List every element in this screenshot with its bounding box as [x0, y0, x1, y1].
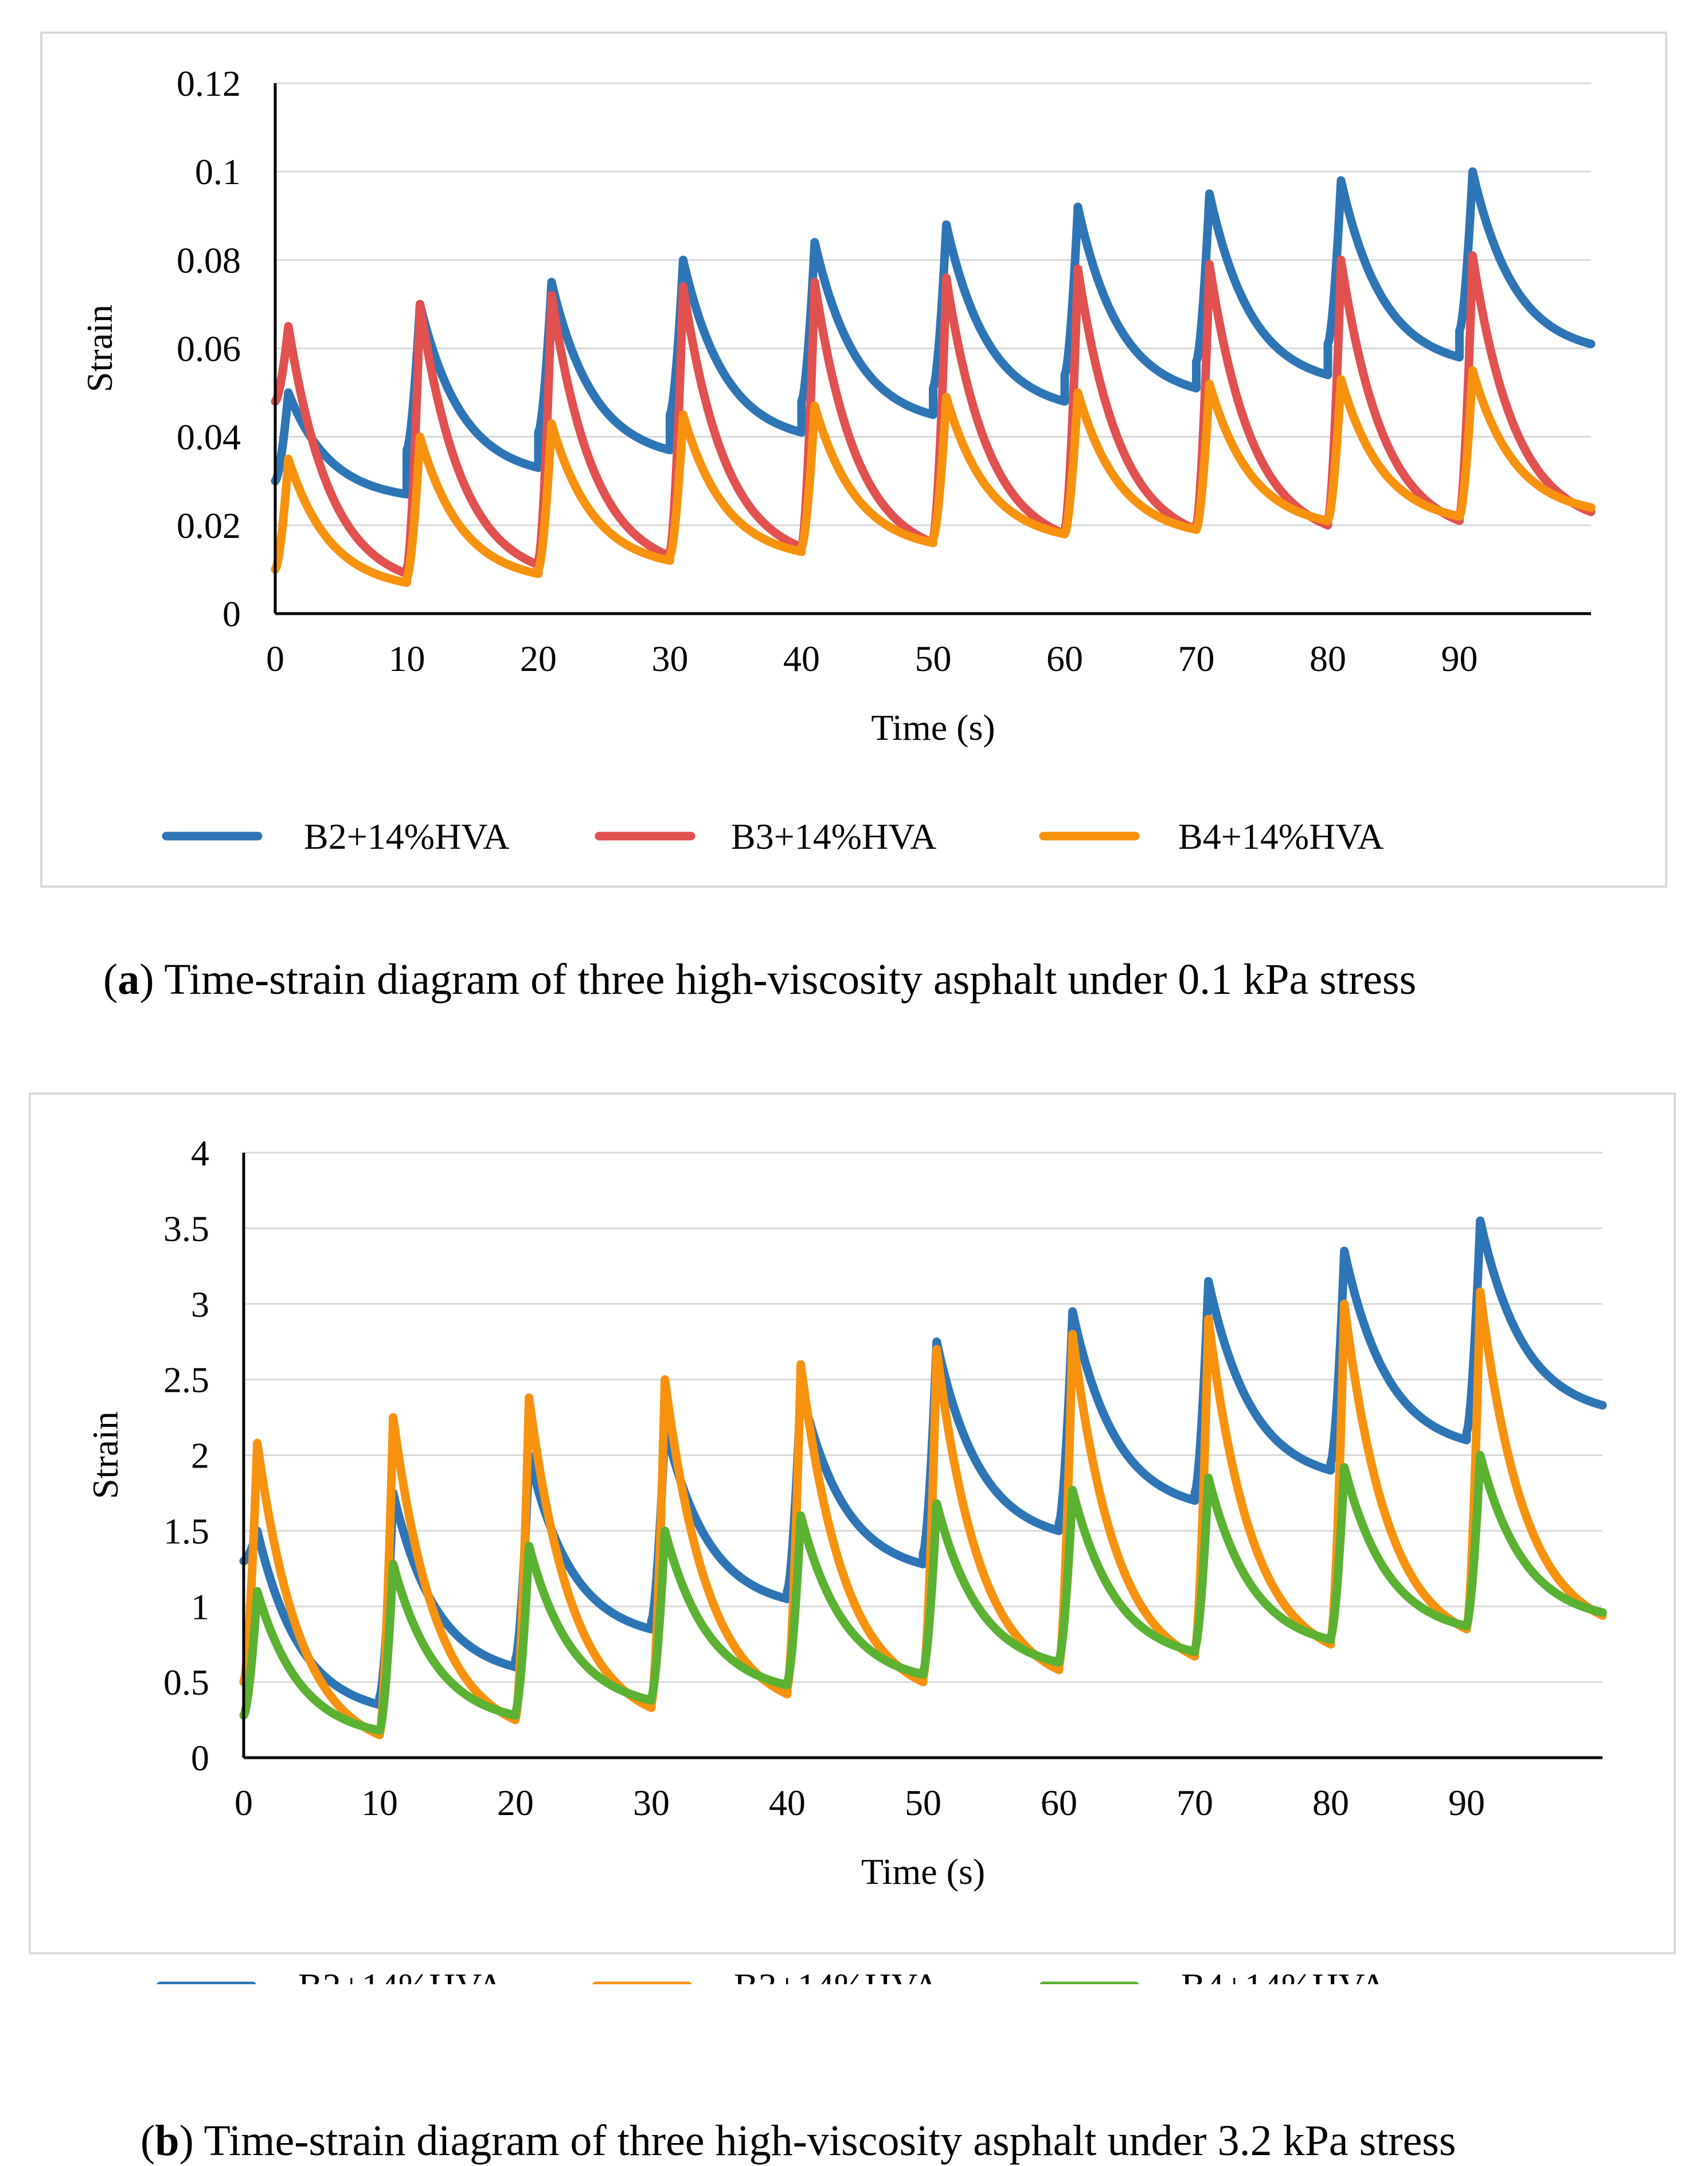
- chart-a-y-tick-label: 0: [222, 594, 241, 634]
- chart-b-y-tick-label: 3: [191, 1284, 209, 1325]
- chart-b-y-axis-title: Strain: [85, 1411, 126, 1499]
- chart-b-legend-label-3: B4+14%HVA: [1181, 1966, 1387, 1984]
- chart-a-x-tick-label: 70: [1178, 638, 1215, 679]
- chart-a-x-tick-label: 30: [652, 638, 689, 679]
- chart-b-x-tick-label: 30: [633, 1782, 670, 1823]
- chart-b-x-tick-label: 10: [361, 1782, 398, 1823]
- chart-a-x-tick-label: 10: [389, 638, 425, 679]
- chart-a-y-tick-label: 0.06: [177, 329, 241, 369]
- chart-b-x-tick-label: 60: [1041, 1782, 1077, 1823]
- chart-a-x-tick-label: 90: [1441, 638, 1478, 679]
- chart-a-y-axis-title: Strain: [79, 305, 120, 392]
- chart-b-x-tick-label: 40: [769, 1782, 806, 1823]
- chart-b-x-tick-label: 50: [905, 1782, 941, 1823]
- chart-a-x-tick-label: 0: [266, 638, 284, 679]
- chart-b-y-tick-label: 2.5: [163, 1360, 209, 1400]
- chart-a-x-tick-label: 20: [520, 638, 557, 679]
- chart-b-x-tick-label: 0: [234, 1782, 253, 1823]
- chart-b-x-axis-title: Time (s): [861, 1851, 985, 1892]
- chart-b-legend-label-1: B2+14%HVA: [298, 1966, 504, 1984]
- chart-a-y-tick-label: 0.02: [177, 505, 241, 546]
- caption-b: (b) Time-strain diagram of three high-vi…: [140, 2116, 1456, 2166]
- chart-a-y-tick-label: 0.04: [177, 417, 241, 458]
- caption-b-label: b: [155, 2117, 179, 2165]
- chart-a-x-tick-label: 50: [915, 638, 952, 679]
- chart-a-x-tick-label: 40: [783, 638, 820, 679]
- chart-a-y-tick-label: 0.08: [177, 240, 241, 280]
- chart-b-y-tick-label: 2: [191, 1435, 209, 1476]
- chart-a-y-tick-label: 0.12: [177, 63, 241, 104]
- chart-a: 0 0.02 0.04 0.06 0.08 0.1 0.12 0 10 20 30 40 50 60 70 8…: [0, 0, 1708, 895]
- chart-b-y-tick-label: 1.5: [163, 1511, 209, 1551]
- chart-b-y-tick-label: 0: [191, 1738, 209, 1778]
- chart-panel-a: 0 0.02 0.04 0.06 0.08 0.1 0.12 0 10 20 30 40 50 60 70 8…: [0, 0, 1708, 895]
- chart-a-x-tick-label: 60: [1046, 638, 1083, 679]
- chart-b-legend-label-2: B3+14%HVA: [734, 1966, 940, 1984]
- chart-b-y-tick-label: 1: [191, 1586, 209, 1627]
- chart-a-legend-label-1: B2+14%HVA: [304, 816, 510, 857]
- caption-a-label: a: [118, 955, 139, 1004]
- chart-a-y-tick-label: 0.1: [195, 151, 241, 192]
- chart-b-y-tick-label: 4: [191, 1133, 209, 1173]
- caption-a-text: Time-strain diagram of three high-viscos…: [164, 955, 1416, 1004]
- chart-a-legend-label-2: B3+14%HVA: [731, 816, 937, 857]
- chart-a-legend-label-3: B4+14%HVA: [1178, 816, 1384, 857]
- chart-b-y-tick-label: 3.5: [163, 1208, 209, 1249]
- chart-b-x-tick-label: 90: [1448, 1782, 1485, 1823]
- chart-panel-b: 0 0.5 1 1.5 2 2.5 3 3.5 4 0 10 20 30 40 50 60 70 80 90 Time…: [0, 1090, 1708, 1984]
- chart-a-series-1: [275, 171, 1591, 494]
- chart-a-x-tick-label: 80: [1310, 638, 1346, 679]
- caption-b-text: Time-strain diagram of three high-viscos…: [204, 2117, 1456, 2165]
- chart-b-series-3: [244, 1455, 1603, 1731]
- chart-b-x-tick-label: 70: [1177, 1782, 1213, 1823]
- chart-b-y-tick-label: 0.5: [163, 1662, 209, 1703]
- chart-b: 00.511.522.533.540 10 20 30 40 50 60 70 80 90Time…: [0, 1090, 1708, 1984]
- chart-b-x-tick-label: 80: [1312, 1782, 1349, 1823]
- chart-b-x-tick-label: 20: [497, 1782, 534, 1823]
- chart-a-x-axis-title: Time (s): [871, 707, 995, 748]
- caption-a: (a) Time-strain diagram of three high-vi…: [103, 955, 1416, 1005]
